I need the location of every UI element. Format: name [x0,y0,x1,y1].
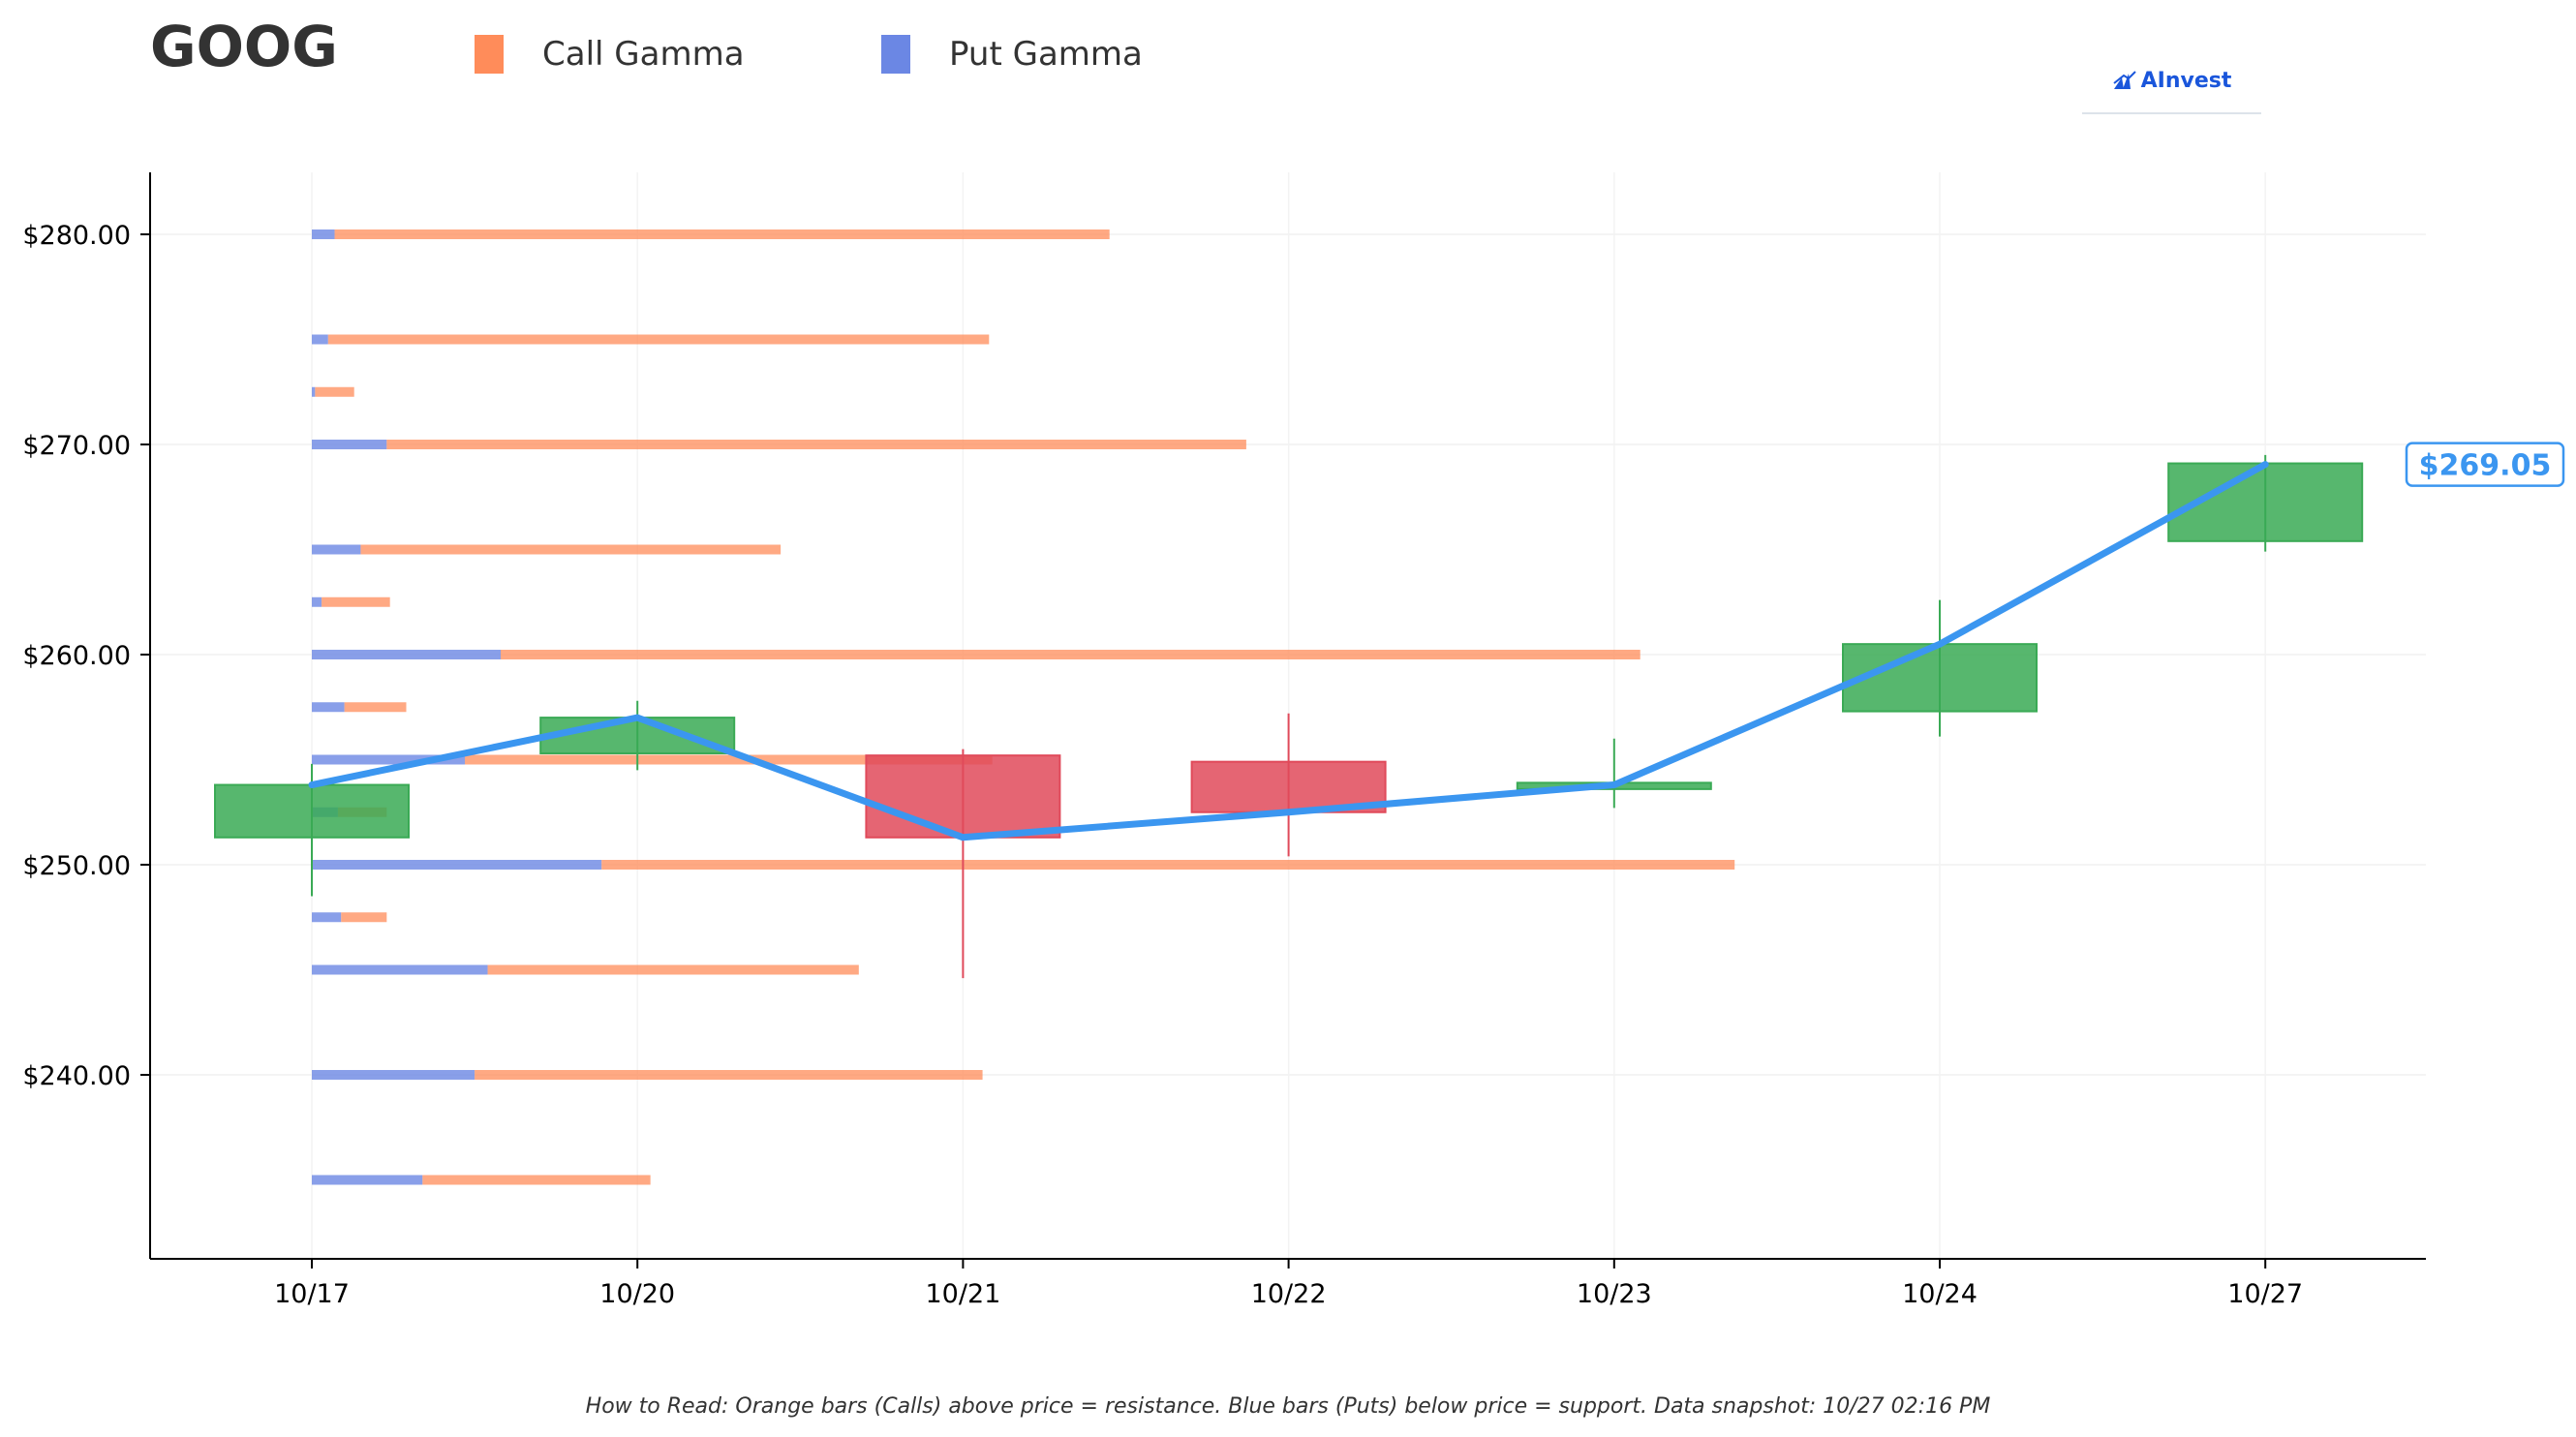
y-tick-label: $270.00 [22,431,131,461]
y-tick-label: $280.00 [22,221,131,251]
footnote: How to Read: Orange bars (Calls) above p… [585,1394,1991,1419]
ticker-title: GOOG [150,14,338,79]
current-price-label: $269.05 [2419,449,2552,483]
candle-body [1842,643,2038,713]
legend-swatch-call [475,35,504,74]
put-gamma-bar [312,229,335,239]
x-tick-label: 10/20 [599,1279,675,1309]
put-gamma-bar [312,650,501,659]
put-gamma-bar [312,440,387,449]
call-gamma-bar [500,650,1641,659]
y-tick-label: $240.00 [22,1061,131,1091]
put-gamma-bar [312,544,361,555]
call-gamma-bar [465,754,993,765]
put-gamma-bar [312,334,328,345]
ainvest-logo-icon [2113,71,2136,89]
call-gamma-bar [315,386,354,397]
call-gamma-bar [487,964,859,975]
x-tick-label: 10/17 [274,1279,350,1309]
brand-name: AInvest [2140,68,2232,93]
put-gamma-bar [312,1070,475,1080]
call-gamma-bar [601,860,1735,870]
call-gamma-bar [334,229,1110,239]
put-gamma-bar [312,596,322,607]
close-price-line [308,461,2269,841]
legend-label-call: Call Gamma [542,35,745,74]
brand-logo: AInvest [2082,48,2261,114]
call-gamma-bar [386,440,1246,449]
call-gamma-bar [344,702,407,713]
x-tick-label: 10/21 [925,1279,1000,1309]
call-gamma-bar [360,544,782,555]
candle-body [539,717,736,754]
x-tick-label: 10/24 [1902,1279,1978,1309]
put-gamma-bar [312,754,466,765]
call-gamma-bar [322,596,390,607]
put-gamma-bar [312,860,602,870]
candle-body [214,783,410,839]
call-gamma-bar [422,1175,651,1185]
legend-label-put: Put Gamma [949,35,1143,74]
put-gamma-bar [312,912,342,923]
put-gamma-bar [312,964,488,975]
candle-body [865,754,1061,839]
call-gamma-bar [341,912,387,923]
y-tick-label: $250.00 [22,851,131,881]
call-gamma-bar [475,1070,983,1080]
call-gamma-bar [327,334,990,345]
plot-area: $269.05 $240.00 $250.00 $260.00 $270.00 $280.… [22,172,2565,1309]
legend-item-call: Call Gamma [475,35,745,74]
put-gamma-bar [312,386,316,397]
legend-item-put: Put Gamma [881,35,1143,74]
x-tick-label: 10/23 [1577,1279,1652,1309]
current-price-box [2405,442,2565,487]
put-gamma-bar [312,702,345,713]
x-tick-label: 10/27 [2227,1279,2303,1309]
put-gamma-bar [312,1175,423,1185]
x-tick-label: 10/22 [1251,1279,1327,1309]
legend-swatch-put [881,35,910,74]
y-tick-label: $260.00 [22,641,131,671]
